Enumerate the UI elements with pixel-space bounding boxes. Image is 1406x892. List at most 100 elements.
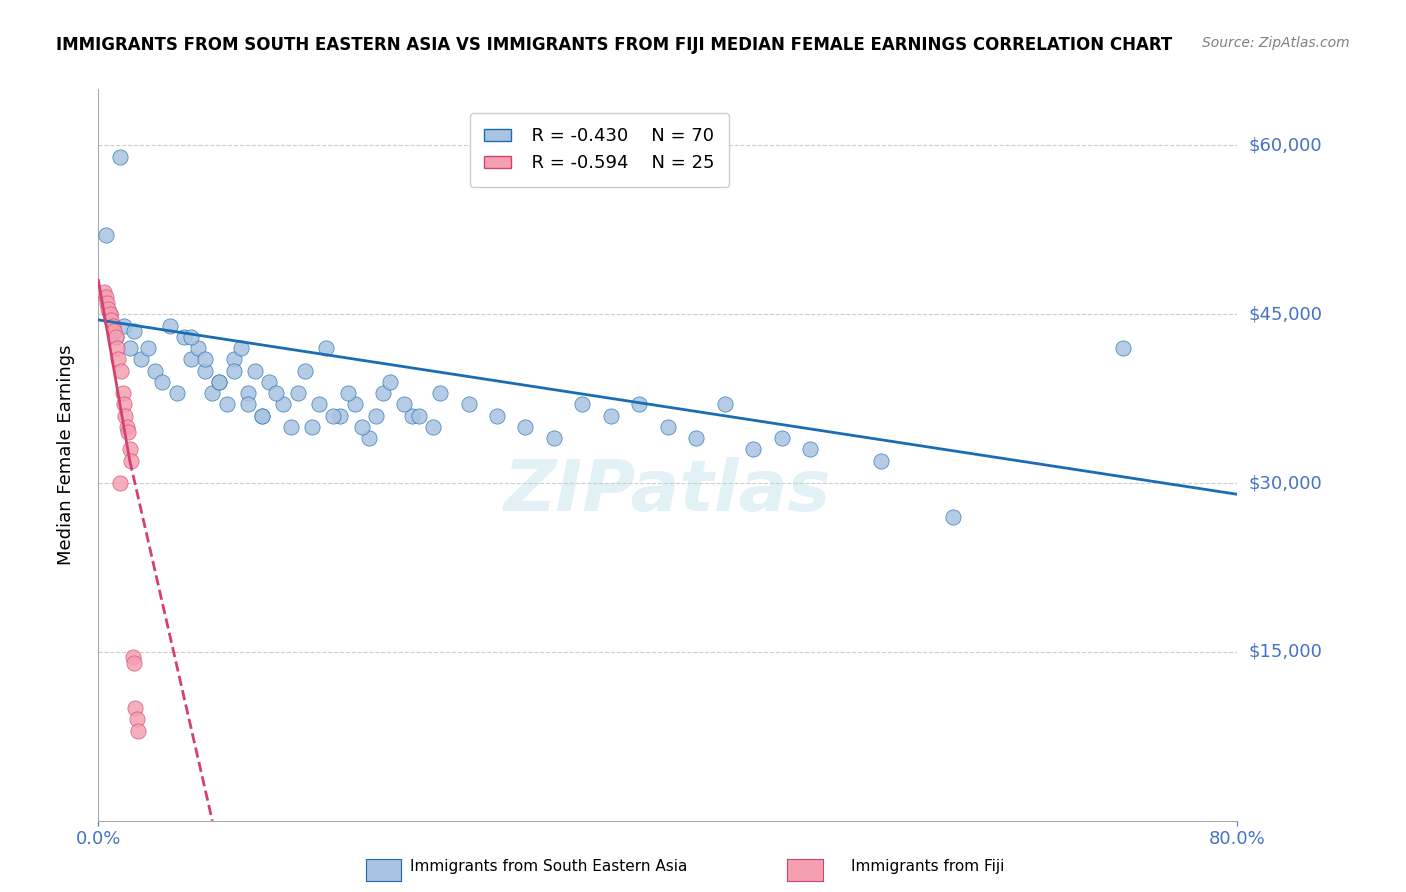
Point (229, 341, 252, 355)
Point (145, 363, 167, 377)
Point (103, 324, 125, 338)
Point (194, 363, 217, 377)
Point (799, 442, 821, 457)
Point (280, 419, 302, 434)
Point (357, 431, 380, 445)
Legend:   R = -0.430    N = 70,   R = -0.594    N = 25: R = -0.430 N = 70, R = -0.594 N = 25 (470, 113, 730, 186)
Point (742, 442, 765, 457)
Point (287, 386, 309, 401)
Text: IMMIGRANTS FROM SOUTH EASTERN ASIA VS IMMIGRANTS FROM FIJI MEDIAN FEMALE EARNING: IMMIGRANTS FROM SOUTH EASTERN ASIA VS IM… (56, 36, 1173, 54)
Point (870, 453, 893, 467)
Point (486, 409, 509, 423)
Point (96, 296, 118, 310)
Point (322, 409, 344, 423)
Point (93, 285, 115, 299)
Point (111, 386, 134, 401)
Point (125, 712, 148, 726)
Point (122, 656, 145, 670)
Point (166, 386, 188, 401)
Point (543, 431, 565, 445)
Point (100, 313, 122, 327)
Point (236, 386, 259, 401)
Point (394, 397, 416, 411)
Point (714, 397, 737, 411)
Point (657, 419, 679, 434)
Point (600, 409, 623, 423)
Point (159, 318, 181, 333)
Point (336, 386, 359, 401)
Point (114, 409, 136, 423)
Point (515, 419, 537, 434)
Point (107, 352, 129, 367)
Point (120, 453, 142, 467)
Text: $45,000: $45,000 (1249, 305, 1323, 323)
Point (136, 341, 159, 355)
Point (222, 352, 245, 367)
Point (250, 409, 273, 423)
Point (259, 375, 281, 389)
Point (215, 397, 238, 411)
Point (187, 341, 209, 355)
Text: Immigrants from Fiji: Immigrants from Fiji (851, 859, 1005, 874)
Text: $15,000: $15,000 (1249, 643, 1322, 661)
Point (236, 397, 259, 411)
Point (112, 318, 135, 333)
Point (429, 386, 451, 401)
Point (364, 409, 387, 423)
Point (180, 352, 202, 367)
Point (266, 386, 288, 401)
Point (222, 363, 245, 377)
Point (122, 324, 145, 338)
Point (408, 409, 430, 423)
Point (208, 375, 231, 389)
Point (104, 330, 127, 344)
Point (94, 290, 117, 304)
Point (380, 375, 402, 389)
Text: Source: ZipAtlas.com: Source: ZipAtlas.com (1202, 36, 1350, 50)
Text: $60,000: $60,000 (1249, 136, 1322, 154)
Point (770, 431, 793, 445)
Point (1112, 341, 1135, 355)
Point (315, 341, 337, 355)
Text: Immigrants from South Eastern Asia: Immigrants from South Eastern Asia (409, 859, 688, 874)
Point (98, 307, 121, 321)
Point (152, 375, 174, 389)
Point (294, 363, 316, 377)
Point (98, 307, 121, 321)
Point (422, 419, 444, 434)
Point (94, 228, 117, 243)
Point (301, 419, 323, 434)
Point (942, 509, 965, 524)
Point (121, 650, 143, 665)
Point (97, 301, 120, 316)
Point (112, 397, 135, 411)
Point (628, 397, 651, 411)
Point (104, 330, 127, 344)
Point (401, 409, 423, 423)
Point (108, 150, 131, 164)
Point (201, 386, 224, 401)
Point (173, 330, 195, 344)
Point (250, 409, 273, 423)
Point (110, 363, 132, 377)
Point (101, 318, 124, 333)
Point (127, 723, 149, 738)
Text: ZIPatlas: ZIPatlas (505, 457, 831, 526)
Y-axis label: Median Female Earnings: Median Female Earnings (56, 344, 75, 566)
Point (350, 419, 373, 434)
Point (105, 341, 128, 355)
Point (373, 386, 395, 401)
Point (329, 409, 352, 423)
Point (571, 397, 593, 411)
Point (118, 341, 141, 355)
Point (208, 375, 231, 389)
Point (108, 476, 131, 491)
Point (243, 363, 266, 377)
Point (343, 397, 366, 411)
Point (115, 419, 138, 434)
Point (685, 431, 707, 445)
Point (117, 425, 139, 440)
Point (308, 397, 330, 411)
Point (194, 352, 217, 367)
Point (180, 330, 202, 344)
